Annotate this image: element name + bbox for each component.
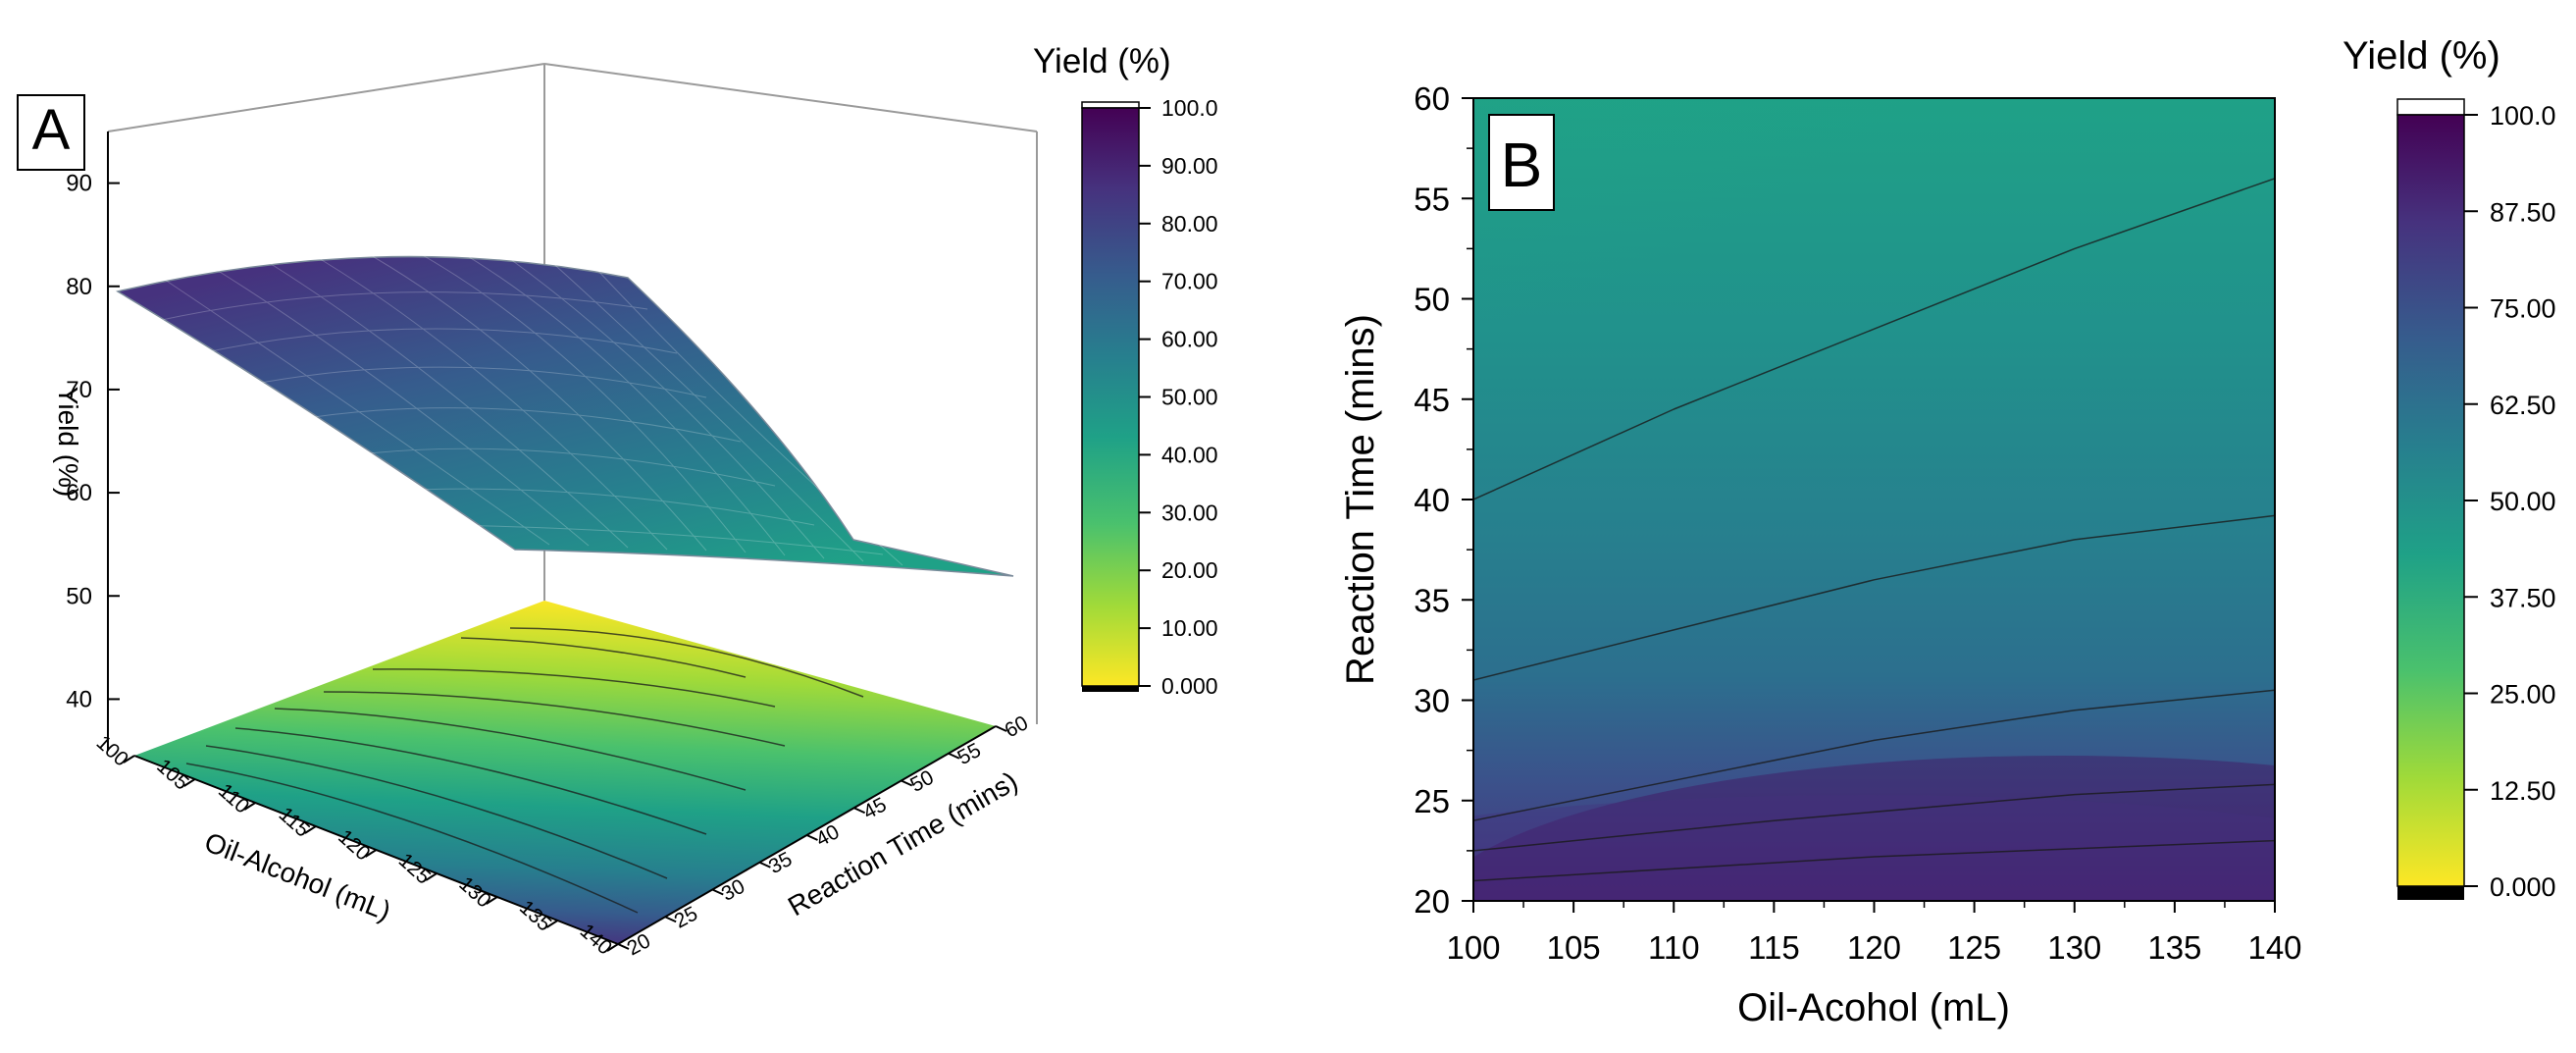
b-x-tick-label: 100: [1446, 929, 1500, 966]
b-x-tick-label: 105: [1547, 929, 1601, 966]
colorbar-a-tick-label: 30.00: [1161, 500, 1218, 525]
z-axis-label: Yield (%): [53, 387, 83, 498]
colorbar-a-title: Yield (%): [1033, 42, 1171, 80]
colorbar-a-tick-label: 60.00: [1161, 327, 1218, 352]
z-tick-label: 60: [66, 480, 92, 506]
colorbar-a-tick-label: 90.00: [1161, 153, 1218, 179]
x-tick-mark: [425, 872, 438, 881]
colorbar-a-tick-label: 80.00: [1161, 211, 1218, 237]
x-tick-mark: [486, 896, 498, 905]
contour-line: [1473, 839, 2275, 882]
b-x-tick-label: 110: [1648, 929, 1700, 966]
y-tick-mark: [758, 861, 771, 869]
b-x-axis-label: Oil-Acohol (mL): [1737, 986, 2010, 1029]
x-tick-mark: [545, 920, 558, 928]
y-tick-mark: [948, 752, 960, 760]
x-tick-label: 100: [92, 731, 132, 771]
x-tick-mark: [243, 802, 256, 811]
y-tick-mark: [901, 779, 913, 787]
x-tick-mark: [123, 755, 135, 763]
z-tick-label: 70: [66, 377, 92, 403]
colorbar-b-tick-label: 62.50: [2490, 391, 2556, 420]
panel-a-label: A: [32, 98, 71, 162]
y-tick-label: 60: [1002, 711, 1032, 742]
colorbar-b-tick-label: 100.0: [2490, 101, 2556, 131]
b-y-tick-label: 40: [1414, 482, 1450, 518]
x-tick-mark: [304, 825, 317, 834]
b-y-tick-label: 25: [1414, 783, 1450, 819]
colorbar-b-tick-label: 0.000: [2490, 872, 2556, 902]
panel-a-surface: [116, 243, 1014, 577]
z-axis: 40 50 60 70 80 90 Yield (%): [53, 132, 120, 751]
panel-b: B 100 105 110 115 120 125 130 135 140 Oil-Acohol…: [1339, 34, 2556, 1029]
b-x-tick-label: 135: [2147, 929, 2201, 966]
panel-b-label-box: B: [1488, 114, 1555, 211]
colorbar-a-tick-label: 40.00: [1161, 442, 1218, 467]
panel-b-label: B: [1501, 130, 1543, 200]
b-y-tick-label: 30: [1414, 683, 1450, 719]
colorbar-b-tick-label: 12.50: [2490, 776, 2556, 806]
b-x-axis: 100 105 110 115 120 125 130 135 140 Oil-Acohol (…: [1446, 901, 2302, 1029]
x-tick-mark: [364, 849, 378, 858]
colorbar-a-tick-label: 50.00: [1161, 385, 1218, 410]
b-y-tick-label: 50: [1414, 282, 1450, 318]
contour-line: [1473, 178, 2275, 500]
colorbar-a-tick-label: 20.00: [1161, 557, 1218, 583]
colorbar-b-tick-label: 25.00: [2490, 680, 2556, 710]
colorbar-b-tick-label: 50.00: [2490, 487, 2556, 516]
contour-plot-area: [1473, 98, 2275, 901]
colorbar-b-tick-label: 37.50: [2490, 583, 2556, 612]
b-y-tick-label: 55: [1414, 181, 1450, 217]
b-x-tick-label: 130: [2047, 929, 2101, 966]
x-tick-mark: [606, 943, 619, 952]
x-tick-mark: [183, 778, 196, 787]
z-tick-label: 90: [66, 171, 92, 197]
y-tick-mark: [664, 916, 677, 923]
b-y-tick-label: 20: [1414, 883, 1450, 920]
b-y-tick-label: 45: [1414, 382, 1450, 418]
y-tick-mark: [617, 943, 630, 950]
b-y-tick-label: 60: [1414, 80, 1450, 117]
y-tick-mark: [995, 725, 1007, 732]
contour-line: [1473, 783, 2275, 852]
colorbar-a: Yield (%) 0.000 10.00 20.00 30.00 40.00 50.00…: [1033, 42, 1218, 699]
b-y-axis-label: Reaction Time (mins): [1339, 314, 1382, 685]
contour-line: [1473, 689, 2275, 821]
contour-line: [1473, 514, 2275, 681]
colorbar-a-tick-label: 70.00: [1161, 269, 1218, 294]
y-tick-mark: [711, 888, 724, 896]
z-tick-label: 80: [66, 274, 92, 300]
z-tick-label: 50: [66, 583, 92, 609]
b-x-tick-label: 125: [1947, 929, 2001, 966]
b-y-axis: 20 25 30 35 40 45 50 55 60 Reaction Time (mins): [1339, 80, 1473, 920]
colorbar-b-title: Yield (%): [2343, 34, 2500, 78]
b-x-tick-label: 120: [1847, 929, 1901, 966]
b-x-tick-label: 140: [2247, 929, 2301, 966]
b-x-tick-label: 115: [1748, 929, 1800, 966]
panel-a-floor: [134, 601, 996, 944]
y-tick-mark: [853, 807, 866, 815]
y-tick-mark: [806, 834, 818, 841]
colorbar-b-tick-label: 87.50: [2490, 197, 2556, 227]
colorbar-a-tick-label: 100.0: [1161, 95, 1218, 121]
colorbar-a-tick-label: 10.00: [1161, 615, 1218, 641]
z-tick-label: 40: [66, 686, 92, 712]
panel-a-label-box: A: [17, 94, 85, 171]
colorbar-b: Yield (%) 0.000 12.50 25.00 37.50 50.00 62.50…: [2343, 34, 2556, 902]
colorbar-b-tick-label: 75.00: [2490, 294, 2556, 324]
colorbar-a-tick-label: 0.000: [1161, 673, 1218, 699]
b-y-tick-label: 35: [1414, 582, 1450, 618]
